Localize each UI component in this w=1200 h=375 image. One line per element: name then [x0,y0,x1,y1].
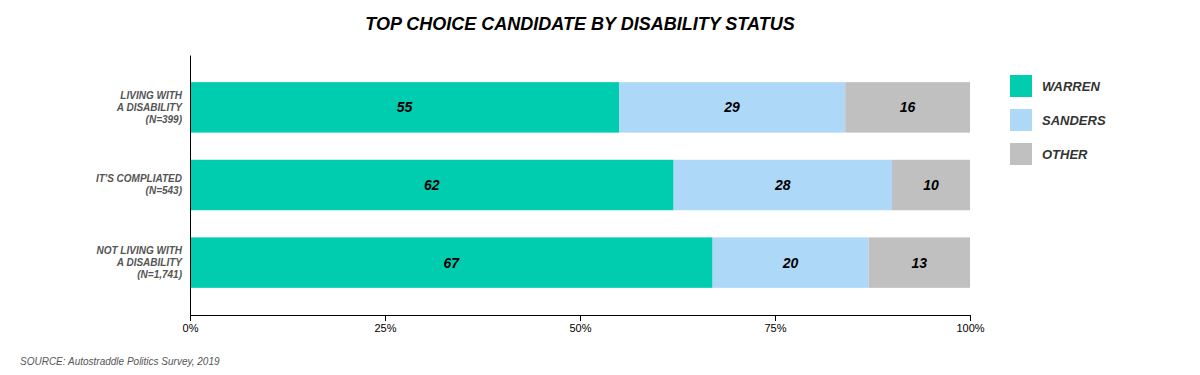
x-tick-mark [775,315,776,321]
x-tick-label: 0% [183,322,199,334]
legend-label: WARREN [1042,79,1100,94]
bars [190,82,970,288]
x-tick-mark [385,315,386,321]
y-tick: NOT LIVING WITHA DISABILITY(N=1,741) [96,245,190,280]
bar-segment [892,160,970,210]
legend-label: SANDERS [1042,113,1106,128]
y-axis-line [190,56,191,316]
bar-segment [190,160,674,210]
data-label: 62 [424,177,440,193]
x-tick-mark [580,315,581,321]
legend-item: OTHER [1010,143,1088,165]
y-tick-label: IT'S COMPLIATED(N=543) [96,173,183,196]
legend: WARREN SANDERS OTHER [1010,75,1106,165]
title: TOP CHOICE CANDIDATE BY DISABILITY STATU… [365,14,794,34]
bar-segment [845,82,970,132]
x-axis-line [191,316,971,322]
chart: 67 62 55 20 28 29 13 10 16 0% 25% 50% 75% 100% LIVING … [0,0,1200,375]
source-note: SOURCE: Autostraddle Politics Survey, 20… [20,356,220,367]
plot-area: 67 62 55 20 28 29 13 10 16 0% 25% 50% 75% 100% LIVING … [96,56,985,334]
data-label: 67 [444,255,461,271]
x-tick: 100% [956,315,984,334]
x-tick: 75% [764,315,786,334]
y-tick: IT'S COMPLIATED(N=543) [96,173,190,196]
x-tick-mark [190,315,191,321]
x-tick: 0% [183,315,199,334]
y-tick-label: LIVING WITHA DISABILITY(N=399) [116,90,184,125]
data-label: 55 [397,99,413,115]
bar-segment [674,160,892,210]
x-tick: 25% [374,315,396,334]
y-axis: LIVING WITHA DISABILITY(N=399) IT'S COMPL… [96,56,191,316]
legend-item: WARREN [1010,75,1100,97]
bar-segment [869,237,970,287]
bar-segment [713,237,869,287]
y-tick: LIVING WITHA DISABILITY(N=399) [116,90,190,125]
x-tick-mark [970,315,971,321]
legend-swatch [1010,75,1032,97]
legend-item: SANDERS [1010,109,1106,131]
legend-label: OTHER [1042,147,1088,162]
bar-segment [190,82,619,132]
x-tick-label: 75% [764,322,786,334]
x-tick-label: 25% [374,322,396,334]
legend-swatch [1010,109,1032,131]
x-tick-label: 50% [569,322,591,334]
x-tick: 50% [569,315,591,334]
data-label: 16 [900,99,916,115]
data-label: 29 [723,99,740,115]
x-axis: 0% 25% 50% 75% 100% [183,315,985,334]
legend-swatch [1010,143,1032,165]
x-tick-label: 100% [956,322,984,334]
data-labels: 67 62 55 20 28 29 13 10 16 [397,99,939,270]
y-tick-label: NOT LIVING WITHA DISABILITY(N=1,741) [96,245,183,280]
data-label: 20 [782,255,799,271]
bar-segment [619,82,845,132]
bar-segment [190,237,713,287]
data-label: 13 [912,255,928,271]
data-label: 10 [923,177,939,193]
data-label: 28 [774,177,791,193]
